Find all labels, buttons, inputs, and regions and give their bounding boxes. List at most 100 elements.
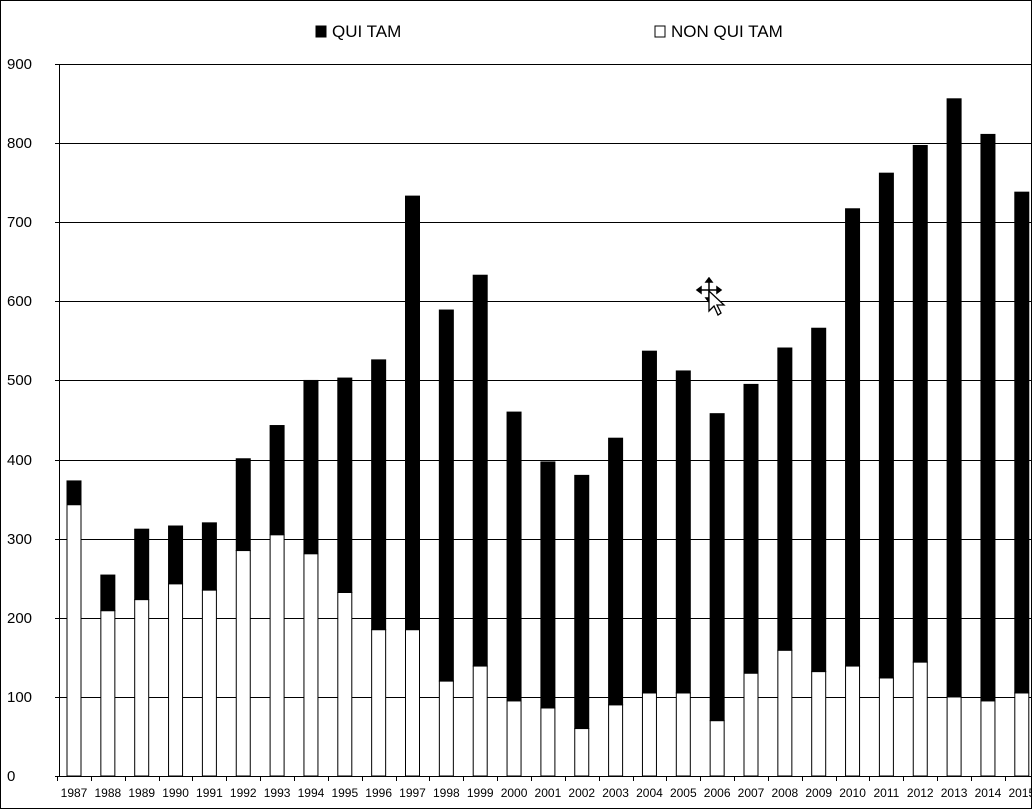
move-cursor-icon bbox=[695, 277, 726, 316]
bar-qui-tam-2011 bbox=[878, 172, 894, 679]
bar-qui-tam-2006 bbox=[709, 413, 725, 722]
bar-qui-tam-1993 bbox=[269, 425, 285, 536]
bar-non-qui-tam-1992 bbox=[235, 550, 251, 777]
bar-qui-tam-2005 bbox=[675, 370, 691, 694]
x-tick-label: 1993 bbox=[264, 786, 291, 800]
y-tick-label: 100 bbox=[7, 689, 32, 706]
bar-non-qui-tam-2000 bbox=[506, 700, 522, 777]
bar-non-qui-tam-2009 bbox=[811, 671, 827, 777]
x-tick-label: 1991 bbox=[196, 786, 223, 800]
bar-qui-tam-2010 bbox=[845, 208, 861, 667]
x-tick-label: 1987 bbox=[61, 786, 88, 800]
x-tick-label: 2009 bbox=[805, 786, 832, 800]
bar-qui-tam-1990 bbox=[168, 525, 184, 585]
bars bbox=[66, 98, 1030, 777]
axes bbox=[55, 64, 1031, 781]
x-tick-label: 2015 bbox=[1008, 786, 1031, 800]
y-tick-label: 0 bbox=[7, 768, 15, 785]
x-tick-label: 1995 bbox=[331, 786, 358, 800]
bar-non-qui-tam-2003 bbox=[608, 704, 624, 777]
bar-non-qui-tam-2008 bbox=[777, 649, 793, 777]
x-tick-labels: 1987 1988 1989 1990 1991 1992 1993 1994 1995 1996… bbox=[61, 786, 1031, 800]
bar-non-qui-tam-2015 bbox=[1014, 692, 1030, 777]
bar-qui-tam-2013 bbox=[946, 98, 962, 698]
bar-non-qui-tam-1991 bbox=[201, 589, 217, 777]
x-tick-label: 2000 bbox=[501, 786, 528, 800]
x-tick-label: 2002 bbox=[568, 786, 595, 800]
legend-swatch-qui-tam bbox=[315, 25, 327, 38]
y-tick-label: 200 bbox=[7, 610, 32, 627]
x-tick-label: 2004 bbox=[636, 786, 663, 800]
bar-non-qui-tam-1998 bbox=[438, 680, 454, 777]
x-tick-label: 1996 bbox=[365, 786, 392, 800]
bar-non-qui-tam-1989 bbox=[134, 599, 150, 777]
x-tick-label: 1994 bbox=[298, 786, 325, 800]
x-tick-label: 2014 bbox=[975, 786, 1002, 800]
bar-qui-tam-2002 bbox=[574, 474, 590, 730]
y-tick-label: 900 bbox=[7, 56, 32, 73]
bar-qui-tam-1987 bbox=[66, 480, 82, 506]
bar-non-qui-tam-2001 bbox=[540, 707, 556, 777]
x-tick-label: 2006 bbox=[704, 786, 731, 800]
x-tick-label: 2010 bbox=[839, 786, 866, 800]
bar-qui-tam-2015 bbox=[1014, 191, 1030, 694]
bar-non-qui-tam-2012 bbox=[912, 661, 928, 777]
bar-non-qui-tam-2011 bbox=[878, 677, 894, 777]
x-tick-label: 1989 bbox=[128, 786, 155, 800]
x-tick-label: 1998 bbox=[433, 786, 460, 800]
bar-non-qui-tam-1993 bbox=[269, 534, 285, 777]
bar-non-qui-tam-1994 bbox=[303, 553, 319, 777]
bar-non-qui-tam-2013 bbox=[946, 696, 962, 777]
x-tick-label: 1988 bbox=[94, 786, 121, 800]
bar-qui-tam-2004 bbox=[641, 350, 657, 694]
x-tick-label: 2013 bbox=[941, 786, 968, 800]
bar-non-qui-tam-2006 bbox=[709, 720, 725, 777]
x-tick-label: 2007 bbox=[738, 786, 765, 800]
bar-qui-tam-2003 bbox=[608, 437, 624, 706]
bar-non-qui-tam-2007 bbox=[743, 672, 759, 777]
bar-qui-tam-1996 bbox=[371, 359, 387, 631]
legend: QUI TAM NON QUI TAM bbox=[315, 22, 783, 41]
bar-non-qui-tam-1996 bbox=[371, 629, 387, 777]
bar-qui-tam-2009 bbox=[811, 327, 827, 673]
y-tick-label: 800 bbox=[7, 135, 32, 152]
x-tick-label: 1999 bbox=[467, 786, 494, 800]
legend-swatch-non-qui-tam bbox=[654, 25, 666, 38]
bar-qui-tam-1995 bbox=[337, 377, 353, 593]
bar-non-qui-tam-2002 bbox=[574, 728, 590, 777]
bar-non-qui-tam-2005 bbox=[675, 692, 691, 777]
x-tick-label: 2001 bbox=[535, 786, 562, 800]
bar-qui-tam-1988 bbox=[100, 574, 116, 612]
x-tick-label: 1992 bbox=[230, 786, 257, 800]
x-tick-label: 1990 bbox=[162, 786, 189, 800]
y-tick-label: 500 bbox=[7, 372, 32, 389]
bar-non-qui-tam-2004 bbox=[641, 692, 657, 777]
y-tick-label: 600 bbox=[7, 293, 32, 310]
y-tick-label: 400 bbox=[7, 452, 32, 469]
bar-qui-tam-1994 bbox=[303, 379, 319, 555]
gridlines bbox=[59, 64, 1031, 698]
x-tick-label: 2012 bbox=[907, 786, 934, 800]
bar-qui-tam-1991 bbox=[201, 522, 217, 591]
bar-qui-tam-1999 bbox=[472, 274, 488, 667]
legend-label-non-qui-tam: NON QUI TAM bbox=[671, 22, 783, 41]
x-tick-label: 2011 bbox=[873, 786, 899, 800]
y-tick-label: 700 bbox=[7, 214, 32, 231]
x-tick-label: 1997 bbox=[399, 786, 426, 800]
x-tick-label: 2005 bbox=[670, 786, 697, 800]
legend-label-qui-tam: QUI TAM bbox=[332, 22, 401, 41]
bar-qui-tam-2001 bbox=[540, 461, 556, 709]
bar-qui-tam-1997 bbox=[405, 195, 420, 631]
bar-qui-tam-2014 bbox=[980, 133, 996, 702]
y-tick-labels: 0 100 200 300 400 500 600 700 800 900 bbox=[7, 56, 32, 785]
bar-non-qui-tam-1987 bbox=[66, 504, 82, 777]
bar-non-qui-tam-1997 bbox=[405, 629, 420, 777]
x-tick-label: 2003 bbox=[602, 786, 629, 800]
x-tick-label: 2008 bbox=[771, 786, 798, 800]
bar-qui-tam-1989 bbox=[134, 528, 150, 601]
bar-non-qui-tam-1995 bbox=[337, 591, 353, 777]
bar-qui-tam-2000 bbox=[506, 411, 522, 702]
bar-non-qui-tam-1999 bbox=[472, 665, 488, 777]
